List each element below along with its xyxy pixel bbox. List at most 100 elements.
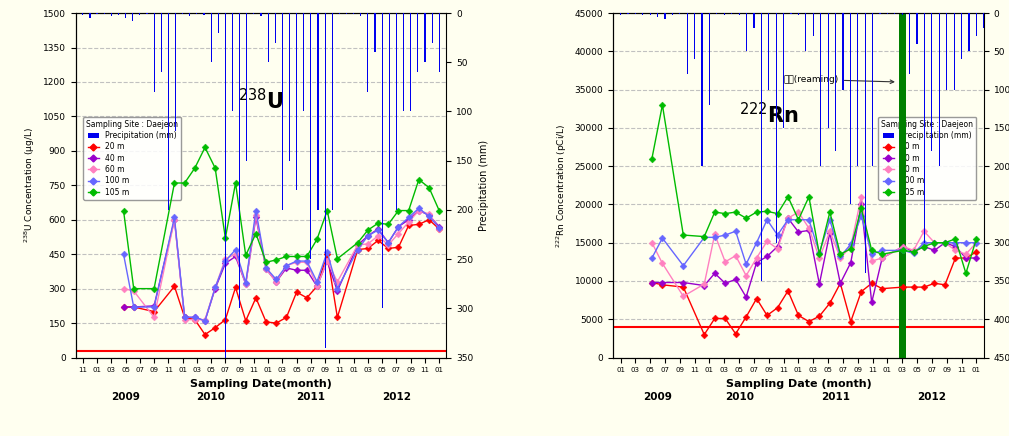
Bar	[924, 13, 925, 243]
Text: 2012: 2012	[917, 392, 946, 402]
Bar	[754, 13, 755, 28]
Bar	[439, 13, 440, 72]
Bar	[812, 13, 814, 36]
Bar	[850, 13, 851, 204]
Bar	[260, 13, 261, 16]
X-axis label: Sampling Date (month): Sampling Date (month)	[725, 379, 872, 389]
Bar	[246, 13, 247, 161]
Bar	[239, 13, 240, 308]
Bar	[642, 13, 644, 15]
Bar	[189, 13, 191, 16]
Bar	[82, 13, 84, 15]
Y-axis label: $^{222}$Rn Concentration (pCi/L): $^{222}$Rn Concentration (pCi/L)	[555, 123, 569, 248]
Text: $^{238}$U: $^{238}$U	[238, 89, 284, 113]
Bar	[274, 13, 275, 43]
Bar	[118, 13, 119, 15]
Bar	[969, 13, 970, 51]
Bar	[360, 13, 361, 16]
X-axis label: Sampling Date(month): Sampling Date(month)	[190, 379, 332, 389]
Bar	[339, 13, 340, 14]
Bar	[182, 13, 184, 14]
Bar	[211, 13, 212, 62]
Bar	[880, 13, 881, 14]
Bar	[374, 13, 375, 52]
Bar	[267, 13, 268, 62]
Bar	[332, 13, 333, 210]
Bar	[403, 13, 405, 112]
Bar	[790, 13, 792, 14]
Bar	[232, 13, 233, 112]
Bar	[635, 13, 636, 14]
Bar	[132, 13, 133, 21]
Bar	[432, 13, 433, 43]
Bar	[916, 13, 917, 44]
Bar	[388, 13, 389, 190]
Bar	[139, 13, 140, 15]
Bar	[111, 13, 112, 16]
Bar	[798, 13, 799, 15]
Bar	[197, 13, 198, 14]
Bar	[887, 13, 888, 14]
Text: 2009: 2009	[643, 392, 672, 402]
Bar	[783, 13, 784, 128]
Bar	[954, 13, 955, 90]
Bar	[311, 13, 312, 259]
Bar	[805, 13, 806, 51]
Bar	[768, 13, 770, 90]
Bar	[843, 13, 844, 90]
Bar	[909, 13, 910, 74]
Bar	[716, 13, 717, 14]
Bar	[709, 13, 710, 105]
Bar	[296, 13, 298, 190]
Bar	[946, 13, 947, 90]
Bar	[175, 13, 176, 131]
Legend: Precipitation (mm), 20 m, 40 m, 60 m, 100 m, 105 m: Precipitation (mm), 20 m, 40 m, 60 m, 10…	[83, 117, 182, 200]
Text: 2010: 2010	[197, 392, 226, 402]
Bar	[902, 13, 903, 15]
Bar	[976, 13, 977, 36]
Bar	[218, 13, 219, 33]
Bar	[97, 13, 98, 14]
Bar	[353, 13, 354, 14]
Legend: Precipitation (mm), 20 m, 40 m, 60 m, 100 m, 105 m: Precipitation (mm), 20 m, 40 m, 60 m, 10…	[878, 117, 977, 200]
Bar	[90, 13, 91, 18]
Bar	[723, 13, 724, 15]
Bar	[225, 13, 226, 358]
Bar	[820, 13, 821, 166]
Text: 2009: 2009	[111, 392, 140, 402]
Text: $^{222}$Rn: $^{222}$Rn	[739, 102, 799, 127]
Bar	[282, 13, 283, 210]
Bar	[827, 13, 828, 128]
Bar	[346, 13, 347, 14]
Bar	[153, 13, 154, 92]
Bar	[146, 13, 147, 14]
Bar	[872, 13, 873, 166]
Bar	[865, 13, 866, 273]
Bar	[620, 13, 622, 15]
Bar	[464, 13, 471, 358]
Bar	[894, 13, 895, 14]
Y-axis label: $^{238}$U Concentration (μg/L): $^{238}$U Concentration (μg/L)	[23, 127, 37, 243]
Bar	[694, 13, 695, 59]
Text: 2012: 2012	[382, 392, 411, 402]
Bar	[739, 13, 740, 15]
Bar	[983, 13, 985, 28]
Bar	[701, 13, 702, 166]
Bar	[776, 13, 777, 243]
Text: 2011: 2011	[821, 392, 850, 402]
Bar	[679, 13, 680, 14]
Bar	[961, 13, 963, 59]
Bar	[125, 13, 126, 18]
Bar	[253, 13, 254, 14]
Text: 2010: 2010	[724, 392, 754, 402]
Bar	[418, 13, 419, 72]
Bar	[858, 13, 859, 166]
Bar	[104, 13, 105, 14]
Text: 2011: 2011	[297, 392, 325, 402]
Bar	[410, 13, 412, 112]
Bar	[687, 13, 688, 74]
Bar	[628, 13, 629, 14]
Bar	[446, 13, 447, 33]
Bar	[672, 13, 673, 15]
Bar	[899, 13, 906, 358]
